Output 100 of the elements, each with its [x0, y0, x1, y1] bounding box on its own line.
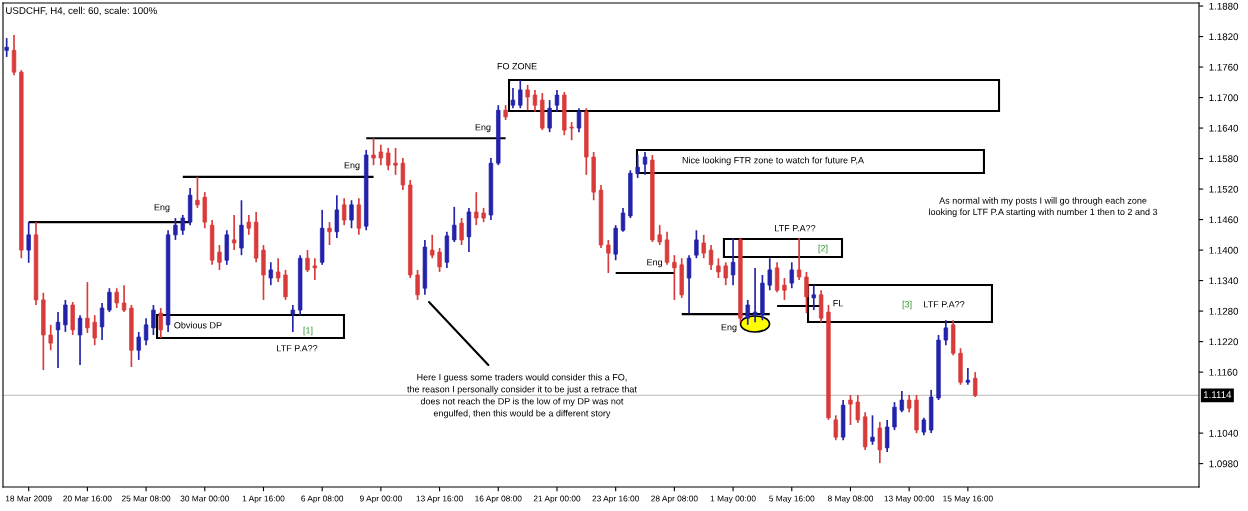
- candlestick: [386, 147, 391, 172]
- candlestick: [818, 289, 824, 324]
- candlestick: [378, 144, 384, 167]
- candlestick: [305, 249, 310, 273]
- candlestick: [4, 37, 9, 58]
- annotation: Eng: [344, 162, 360, 171]
- annotation: Eng: [721, 324, 737, 333]
- x-tick-label: 25 Mar 08:00: [121, 495, 171, 502]
- candlestick: [943, 319, 949, 346]
- x-tick-label: 15 May 16:00: [943, 495, 993, 504]
- candlestick: [672, 254, 677, 301]
- candlestick: [723, 261, 728, 286]
- x-tick-label: 20 Mar 16:00: [63, 495, 112, 502]
- candlestick: [143, 317, 149, 346]
- candlestick: [774, 261, 780, 294]
- candlestick: [804, 271, 809, 314]
- candlestick: [620, 207, 626, 233]
- candlestick: [437, 247, 442, 273]
- candlestick: [107, 287, 112, 313]
- y-tick-label: 1.1400: [1209, 246, 1239, 254]
- candlestick: [694, 229, 699, 260]
- annotation: Nice looking FTR zone to watch for future P,A: [682, 156, 864, 166]
- candlestick: [400, 157, 406, 191]
- annotation: LTF P.A??: [277, 345, 318, 352]
- annotation: [1]: [303, 326, 313, 336]
- candlestick: [899, 390, 905, 414]
- y-tick-label: 1.1520: [1209, 185, 1239, 193]
- candlestick: [767, 257, 772, 292]
- candlestick: [569, 121, 574, 142]
- candlestick: [525, 84, 530, 112]
- candlestick: [11, 34, 17, 77]
- candlestick: [782, 277, 787, 301]
- x-tick-label: 16 Apr 08:00: [475, 495, 522, 504]
- candlestick: [342, 197, 347, 227]
- candlestick: [136, 331, 141, 361]
- candlestick: [642, 151, 648, 176]
- candlestick: [371, 137, 376, 167]
- candlestick: [327, 221, 332, 246]
- x-tick-label: 13 May 00:00: [884, 495, 935, 504]
- candlestick: [92, 314, 97, 346]
- candlestick: [547, 99, 552, 133]
- candlestick: [884, 419, 890, 453]
- candlestick: [730, 237, 736, 286]
- candlestick: [657, 224, 662, 246]
- candlestick: [77, 314, 83, 366]
- candlestick: [789, 261, 794, 290]
- annotation: FL: [833, 300, 844, 307]
- y-tick-label: 1.1640: [1209, 124, 1239, 132]
- candlestick: [415, 269, 420, 301]
- candlestick: [275, 257, 281, 283]
- candlestick: [334, 194, 340, 239]
- y-tick-label: 1.1280: [1209, 307, 1239, 315]
- candlestick: [85, 281, 90, 334]
- annotation: As normal with my posts I will go through each zone looking for LTF P.A starting with number 1 then to 2 and 3: [929, 197, 1158, 217]
- candlestick: [833, 414, 838, 442]
- candlestick: [635, 154, 640, 179]
- x-tick-label: 5 May 16:00: [769, 495, 815, 504]
- x-tick-label: 9 Apr 00:00: [359, 495, 402, 504]
- y-tick-label: 1.1460: [1209, 216, 1239, 224]
- y-tick-label: 1.1700: [1209, 94, 1239, 102]
- candlestick: [870, 414, 875, 446]
- candlestick: [745, 299, 750, 326]
- candlestick: [312, 257, 318, 281]
- y-tick-label: 1.1160: [1209, 368, 1238, 376]
- x-tick-label: 1 May 00:00: [710, 495, 756, 504]
- candlestick: [664, 230, 670, 266]
- x-tick-label: 23 Apr 16:00: [592, 495, 639, 504]
- candlestick: [121, 284, 127, 313]
- candlestick: [474, 191, 479, 227]
- annotation: Obvious DP: [174, 321, 222, 329]
- candlestick: [48, 323, 53, 352]
- y-tick-label: 1.1220: [1209, 338, 1239, 346]
- x-tick-label: 1 Apr 16:00: [242, 495, 285, 504]
- y-tick-label: 1.1040: [1209, 429, 1239, 437]
- y-tick-label: 1.1820: [1209, 33, 1239, 41]
- candlestick: [965, 367, 971, 386]
- x-tick-label: 21 Apr 00:00: [533, 495, 581, 504]
- candlestick: [217, 244, 222, 271]
- candlestick: [518, 79, 523, 110]
- candlestick: [452, 206, 457, 243]
- y-tick-label: 1.1760: [1209, 63, 1239, 71]
- candlestick: [848, 394, 853, 426]
- candlestick: [796, 237, 802, 281]
- candlestick: [855, 394, 860, 424]
- candlestick: [686, 254, 692, 314]
- candlestick: [430, 233, 435, 260]
- chart-title: USDCHF, H4, cell: 60, scale: 100%: [6, 6, 157, 16]
- annotation: FO ZONE: [497, 63, 537, 70]
- candlestick: [576, 107, 582, 133]
- candlestick: [708, 244, 714, 271]
- candlestick: [393, 147, 398, 176]
- candlestick: [55, 311, 61, 369]
- annotation: Eng: [154, 204, 170, 213]
- candlestick: [606, 239, 611, 274]
- annotation: Eng: [475, 124, 491, 133]
- candlestick: [114, 287, 119, 309]
- x-tick-label: 18 Mar 2009: [5, 495, 52, 502]
- y-tick-label: 1.1580: [1209, 155, 1239, 163]
- x-tick-label: 30 Mar 00:00: [180, 495, 230, 502]
- candlestick: [510, 87, 516, 110]
